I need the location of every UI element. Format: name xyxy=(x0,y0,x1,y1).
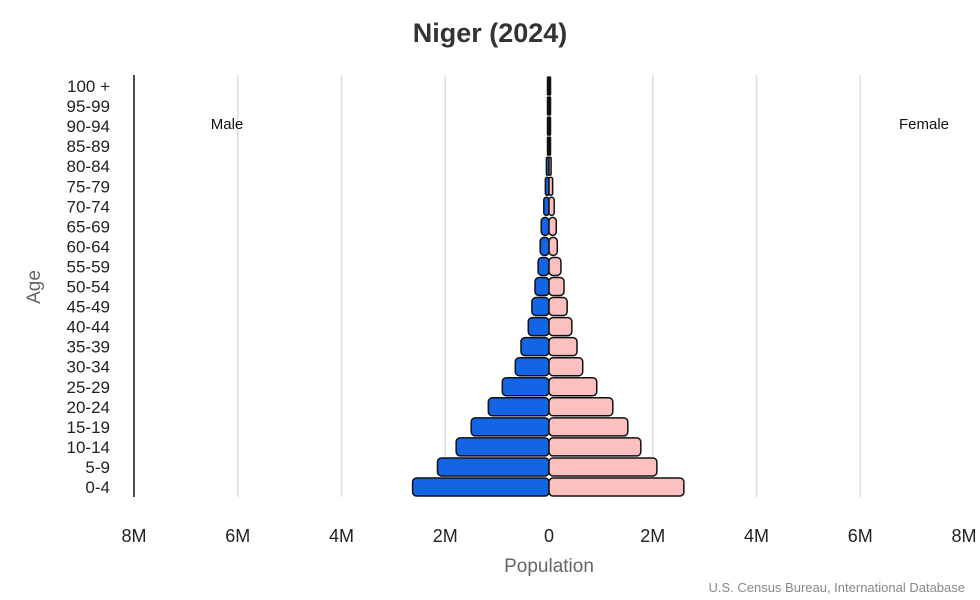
y-tick-label: 70-74 xyxy=(67,197,110,216)
male-bar-25-29 xyxy=(501,377,550,397)
bars xyxy=(411,76,685,497)
y-tick-label: 80-84 xyxy=(67,157,110,176)
male-bar-30-34 xyxy=(514,356,550,377)
female-bar-100 xyxy=(548,76,552,96)
female-bar-80-84 xyxy=(548,156,552,176)
y-tick-label: 65-69 xyxy=(67,217,110,236)
chart-title: Niger (2024) xyxy=(413,18,568,48)
y-tick-label: 60-64 xyxy=(67,237,110,256)
x-tick-label: 2M xyxy=(433,526,458,546)
female-bar-0-4 xyxy=(548,477,685,497)
y-tick-label: 50-54 xyxy=(67,278,110,297)
male-bar-70-74 xyxy=(543,196,550,217)
source-credit: U.S. Census Bureau, International Databa… xyxy=(708,580,965,595)
y-tick-label: 10-14 xyxy=(67,438,110,457)
male-bar-55-59 xyxy=(537,256,550,277)
female-bar-90-94 xyxy=(548,116,552,136)
male-bar-20-24 xyxy=(487,397,550,417)
female-bar-40-44 xyxy=(548,316,573,337)
male-bar-65-69 xyxy=(540,216,550,237)
x-tick-label: 8M xyxy=(121,526,146,546)
male-bar-15-19 xyxy=(470,417,550,437)
y-tick-label: 75-79 xyxy=(67,177,110,196)
x-tick-labels: 8M 6M 4M 2M 0 2M 4M 6M 8M xyxy=(121,526,976,546)
female-bar-85-89 xyxy=(548,136,552,156)
x-tick-label: 4M xyxy=(329,526,354,546)
female-bar-60-64 xyxy=(548,236,559,257)
female-bar-95-99 xyxy=(548,96,552,116)
y-tick-label: 30-34 xyxy=(67,358,110,377)
female-bar-35-39 xyxy=(548,336,578,357)
x-tick-label: 6M xyxy=(225,526,250,546)
female-bar-15-19 xyxy=(548,417,629,437)
male-bar-10-14 xyxy=(455,437,550,457)
female-bar-75-79 xyxy=(548,176,554,196)
y-tick-label: 95-99 xyxy=(67,97,110,116)
x-tick-label: 0 xyxy=(544,526,554,546)
male-bar-50-54 xyxy=(534,276,550,297)
female-bar-55-59 xyxy=(548,256,562,277)
female-bar-5-9 xyxy=(548,457,658,477)
male-bar-0-4 xyxy=(411,477,550,497)
female-bar-25-29 xyxy=(548,377,598,397)
y-axis-title: Age xyxy=(24,270,45,304)
male-bar-40-44 xyxy=(527,316,550,337)
y-tick-label: 55-59 xyxy=(67,257,110,276)
y-tick-label: 90-94 xyxy=(67,117,110,136)
y-tick-label: 100 + xyxy=(67,77,110,96)
y-tick-labels: 0-45-910-1415-1920-2425-2930-3435-3940-4… xyxy=(67,77,111,497)
legend-female: Female xyxy=(899,116,949,133)
y-tick-label: 45-49 xyxy=(67,298,110,317)
male-bar-5-9 xyxy=(436,457,550,477)
x-tick-label: 4M xyxy=(744,526,769,546)
y-tick-label: 35-39 xyxy=(67,338,110,357)
y-tick-label: 15-19 xyxy=(67,418,110,437)
x-tick-label: 2M xyxy=(640,526,665,546)
x-tick-label: 6M xyxy=(848,526,873,546)
x-axis-title: Population xyxy=(504,556,594,577)
female-bar-20-24 xyxy=(548,397,614,417)
y-tick-label: 25-29 xyxy=(67,378,110,397)
y-tick-label: 40-44 xyxy=(67,318,110,337)
female-bar-65-69 xyxy=(548,216,558,237)
male-bar-45-49 xyxy=(531,296,550,317)
legend-male: Male xyxy=(211,116,244,133)
female-bar-50-54 xyxy=(548,276,565,297)
male-bar-35-39 xyxy=(520,336,550,357)
gridlines xyxy=(133,75,861,497)
female-bar-10-14 xyxy=(548,437,642,457)
y-tick-label: 20-24 xyxy=(67,398,110,417)
y-tick-label: 85-89 xyxy=(67,137,110,156)
x-tick-label: 8M xyxy=(951,526,976,546)
female-bar-70-74 xyxy=(548,196,555,217)
y-tick-label: 0-4 xyxy=(85,478,110,497)
y-tick-label: 5-9 xyxy=(85,458,110,477)
female-bar-30-34 xyxy=(548,356,584,377)
male-bar-60-64 xyxy=(539,236,550,257)
female-bar-45-49 xyxy=(548,296,568,317)
